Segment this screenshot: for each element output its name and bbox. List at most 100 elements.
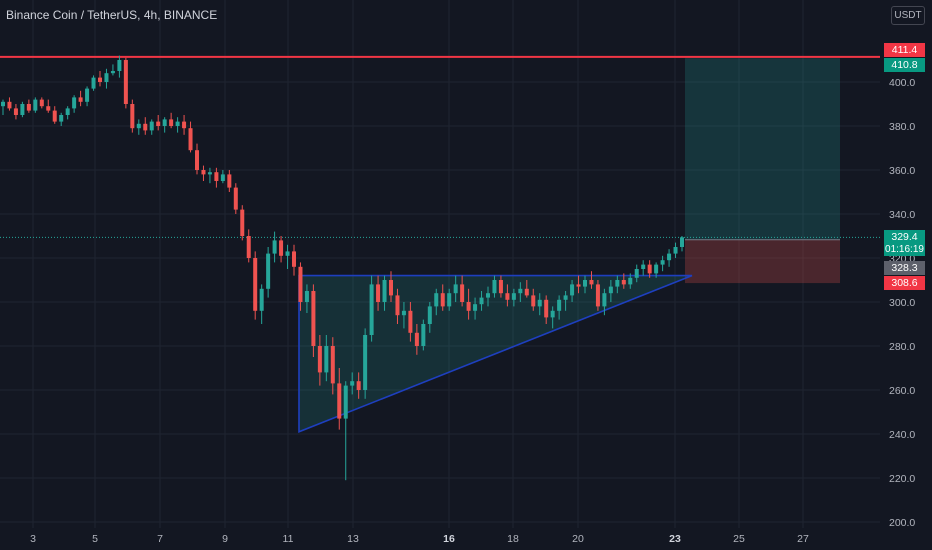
candle-body [589,280,594,285]
candle-body [544,299,549,318]
candle-body [175,121,180,126]
x-tick-label: 20 [572,533,584,545]
candle-body [447,293,452,307]
candle-body [104,73,109,82]
candles [0,55,685,481]
candle-body [110,71,115,74]
candle-body [647,264,652,274]
candle-body [85,88,90,102]
x-tick-label: 16 [443,533,455,545]
candle-body [524,288,529,296]
candle-body [72,97,77,109]
candle-body [492,280,497,294]
candle-body [363,335,368,390]
y-tick-label: 260.0 [889,385,915,397]
last-price-tag: 329.4 [884,230,925,245]
candle-body [279,240,284,256]
candle-body [414,332,419,346]
candle-body [78,97,83,102]
candle-body [473,304,478,311]
candle-body [52,110,57,122]
candle-body [272,240,277,254]
candle-body [485,293,491,298]
candle-body [563,295,568,300]
candle-body [382,280,387,302]
candle-body [479,297,484,305]
candle-body [511,293,516,300]
candle-body [634,269,639,278]
candle-body [337,383,342,419]
candle-body [253,258,258,311]
candle-body [13,108,18,115]
candle-body [330,346,335,384]
x-tick-label: 18 [507,533,519,545]
y-tick-label: 360.0 [889,165,915,177]
candle-body [227,174,232,188]
candle-body [201,170,206,175]
candle-body [65,108,70,115]
candle-body [395,295,400,316]
x-tick-label: 27 [797,533,809,545]
candle-body [117,60,122,71]
candle-body [259,288,264,311]
y-tick-label: 380.0 [889,121,915,133]
candle-body [388,280,394,296]
x-tick-label: 25 [733,533,745,545]
y-tick-label: 200.0 [889,517,915,529]
candle-body [311,291,316,346]
candle-body [7,101,12,109]
candle-body [240,209,245,236]
candle-body [298,266,303,302]
candle-body [317,346,322,373]
candle-body [550,310,555,318]
x-tick-label: 23 [669,533,681,545]
drawing-lines [0,55,880,238]
y-tick-label: 240.0 [889,429,915,441]
candle-body [537,299,542,307]
candle-body [97,77,103,82]
x-tick-label: 9 [222,533,228,545]
candle-body [582,280,588,287]
candle-body [233,187,238,210]
candle-body [149,121,154,131]
candle-body [220,174,225,181]
chart-title: Binance Coin / TetherUS, 4h, BINANCE [6,8,218,22]
candle-body [266,253,271,289]
candle-body [460,284,465,302]
candle-body [291,251,297,267]
profit-zone [685,58,840,240]
stop-price-tag: 308.6 [884,276,925,291]
candle-body [136,123,141,129]
x-tick-label: 5 [92,533,98,545]
candle-body [156,121,161,126]
candle-body [46,106,51,111]
candle-body [369,284,374,335]
currency-button[interactable]: USDT [891,6,925,25]
candle-body [427,306,432,324]
candle-body [434,293,439,307]
candle-body [143,123,148,131]
candle-body [350,381,355,386]
candle-body [498,280,503,294]
candle-body [453,284,458,294]
candle-body [602,293,607,307]
x-tick-label: 3 [30,533,36,545]
candle-body [194,150,200,170]
candle-body [20,104,25,115]
candle-body [608,286,613,294]
candle-body [188,128,193,151]
candle-body [91,77,96,89]
candle-body [466,302,471,311]
candle-body [0,101,6,107]
candle-body [182,121,187,129]
candle-body [673,247,678,254]
candle-body [595,284,600,307]
candle-body [576,284,581,287]
candle-body [421,324,426,346]
candle-body [33,99,38,111]
candle-body [162,119,167,126]
resistance-price-tag: 411.4 [884,42,925,57]
candle-body [130,104,135,129]
candle-body [667,253,672,261]
